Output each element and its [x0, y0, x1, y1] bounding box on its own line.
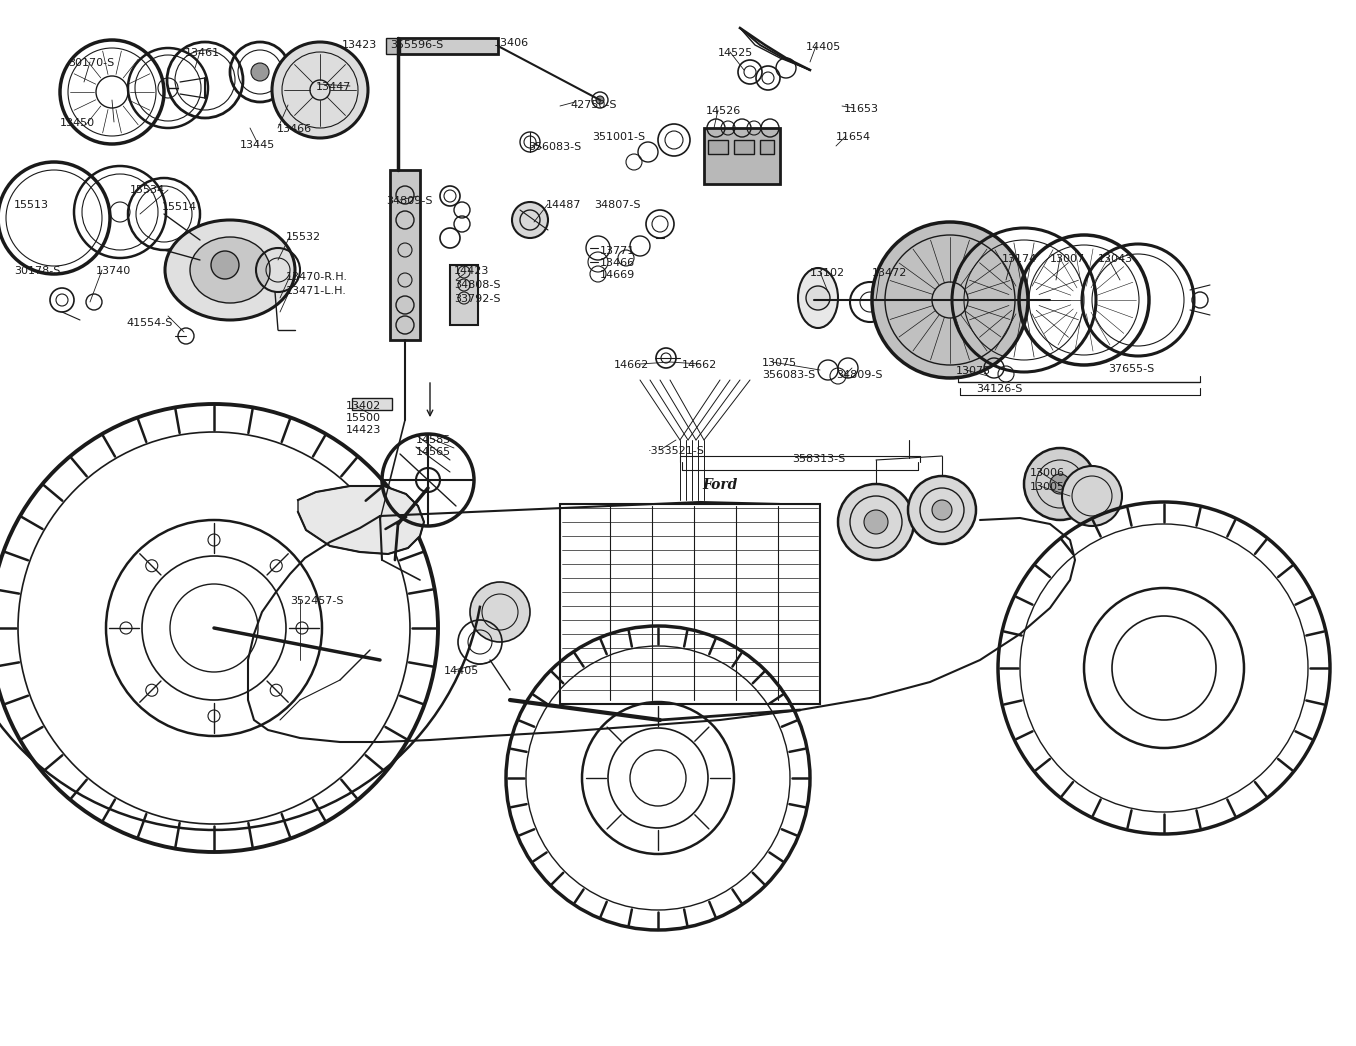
Text: 13005: 13005	[1031, 482, 1064, 492]
Circle shape	[251, 63, 268, 81]
Circle shape	[273, 42, 367, 138]
Text: 11654: 11654	[837, 132, 871, 142]
Text: 14423: 14423	[346, 425, 381, 435]
Text: 37655-S: 37655-S	[1108, 364, 1154, 374]
Text: 11653: 11653	[843, 104, 879, 114]
Bar	[560, 504, 820, 704]
Text: 34126-S: 34126-S	[976, 384, 1022, 394]
Text: 13461: 13461	[184, 48, 220, 58]
Text: 13406: 13406	[494, 38, 529, 48]
Text: 356083-S: 356083-S	[762, 370, 815, 380]
Text: 351001-S: 351001-S	[593, 132, 645, 142]
Circle shape	[932, 500, 952, 520]
Bar	[759, 140, 774, 154]
Text: 13174: 13174	[1002, 254, 1037, 264]
Bar	[391, 170, 420, 340]
Text: 14405: 14405	[443, 666, 479, 676]
Text: 14423: 14423	[454, 266, 490, 276]
Text: 41554-S: 41554-S	[126, 318, 172, 328]
Ellipse shape	[165, 220, 296, 320]
Text: 14662: 14662	[682, 360, 717, 370]
Circle shape	[1024, 448, 1096, 520]
Text: 13447: 13447	[316, 82, 351, 92]
Text: 34807-S: 34807-S	[594, 200, 640, 210]
Text: 33792-S: 33792-S	[454, 294, 500, 304]
Text: 34809-S: 34809-S	[837, 370, 883, 380]
Polygon shape	[298, 486, 424, 554]
Bar	[386, 38, 400, 54]
Text: 13423: 13423	[342, 40, 377, 50]
Circle shape	[805, 286, 830, 310]
Text: 15513: 15513	[14, 200, 49, 210]
Circle shape	[597, 96, 603, 104]
Ellipse shape	[190, 237, 270, 303]
Text: 14669: 14669	[599, 270, 635, 280]
Text: 356083-S: 356083-S	[527, 142, 582, 152]
Bar	[708, 140, 728, 154]
Bar	[399, 38, 498, 54]
Text: 352457-S: 352457-S	[290, 596, 343, 606]
Text: 13470-R.H.: 13470-R.H.	[286, 272, 348, 282]
Circle shape	[1050, 474, 1070, 494]
Text: 13466: 13466	[277, 124, 312, 134]
Text: 13771: 13771	[599, 246, 635, 256]
Text: 13450: 13450	[60, 118, 95, 128]
Text: 34809-S: 34809-S	[386, 196, 433, 206]
Text: 13006: 13006	[1031, 468, 1064, 478]
Bar	[450, 265, 479, 325]
Text: 13075: 13075	[762, 358, 797, 368]
Text: 30170-S: 30170-S	[68, 58, 114, 68]
Text: 15532: 15532	[286, 232, 321, 242]
Text: 14565: 14565	[416, 447, 452, 457]
Ellipse shape	[797, 268, 838, 328]
Text: 13740: 13740	[96, 266, 132, 276]
Bar	[704, 128, 780, 184]
Text: 15500: 15500	[346, 413, 381, 423]
Text: 15534: 15534	[130, 185, 165, 195]
Circle shape	[838, 484, 914, 560]
Circle shape	[1062, 467, 1121, 526]
Text: 13043: 13043	[1098, 254, 1134, 264]
Text: 14487: 14487	[546, 200, 582, 210]
Bar	[734, 140, 754, 154]
Text: 13075: 13075	[956, 366, 991, 376]
Text: 358313-S: 358313-S	[792, 454, 845, 464]
Text: Ford: Ford	[702, 478, 738, 492]
Text: 13007: 13007	[1050, 254, 1085, 264]
Bar	[353, 397, 392, 410]
Text: 14405: 14405	[805, 42, 841, 52]
Text: 13472: 13472	[872, 268, 907, 278]
Text: 13466: 13466	[599, 258, 635, 268]
Text: 14526: 14526	[706, 106, 742, 116]
Text: 30178-S: 30178-S	[14, 266, 61, 276]
Text: ·353521-S: ·353521-S	[648, 446, 705, 456]
Text: 13102: 13102	[810, 268, 845, 278]
Text: 42750-S: 42750-S	[570, 100, 617, 110]
Circle shape	[513, 202, 548, 238]
Text: 13445: 13445	[240, 140, 275, 150]
Text: 14662: 14662	[614, 360, 650, 370]
Circle shape	[864, 510, 888, 535]
Text: 15514: 15514	[161, 202, 197, 212]
Text: 14585: 14585	[416, 435, 452, 445]
Circle shape	[909, 476, 976, 544]
Circle shape	[471, 582, 530, 642]
Text: 34808-S: 34808-S	[454, 280, 500, 290]
Text: 355596-S: 355596-S	[391, 40, 443, 50]
Circle shape	[212, 251, 239, 279]
Text: 13471-L.H.: 13471-L.H.	[286, 286, 347, 296]
Circle shape	[872, 222, 1028, 378]
Text: 13402: 13402	[346, 401, 381, 411]
Text: 14525: 14525	[717, 48, 753, 58]
